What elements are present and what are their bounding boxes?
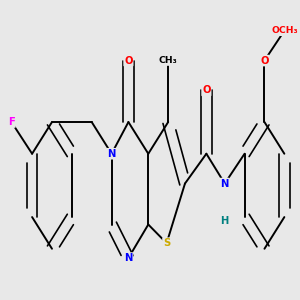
Text: F: F bbox=[8, 117, 15, 127]
Text: N: N bbox=[220, 178, 229, 188]
Text: O: O bbox=[260, 56, 269, 66]
Text: H: H bbox=[220, 216, 229, 226]
Text: S: S bbox=[163, 238, 170, 248]
Text: CH₃: CH₃ bbox=[159, 56, 178, 65]
Text: N: N bbox=[107, 149, 116, 159]
Text: O: O bbox=[124, 56, 133, 66]
Text: O: O bbox=[202, 85, 211, 95]
Text: OCH₃: OCH₃ bbox=[271, 26, 298, 35]
Text: N: N bbox=[124, 253, 133, 263]
